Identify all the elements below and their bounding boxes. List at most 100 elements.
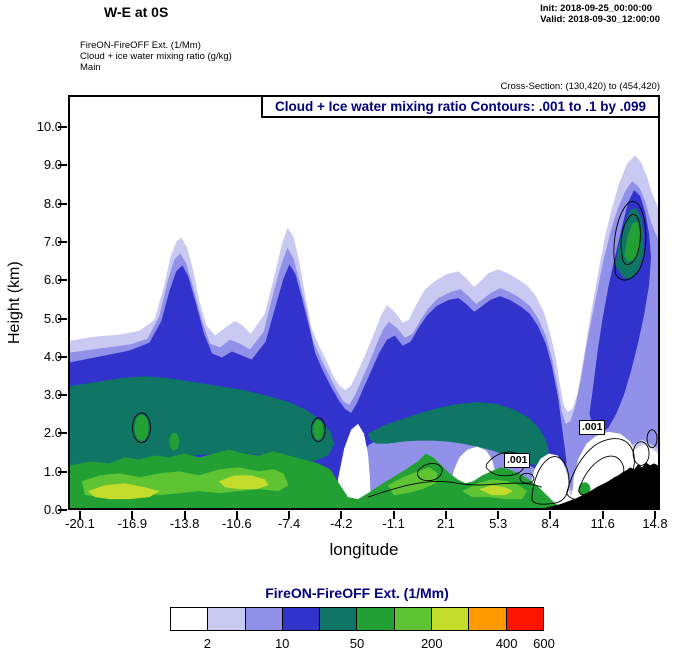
ext-ge-200-left-band: [70, 376, 335, 467]
y-tick-label: 8.0: [43, 195, 62, 211]
x-tick-label: -16.9: [117, 516, 148, 531]
colorbar-cell: [431, 607, 470, 631]
cloud-contour-line: [417, 463, 443, 482]
green-blob-1: [134, 414, 149, 441]
x-tick-mark: [653, 511, 656, 519]
colorbar-tick-label: 200: [420, 636, 443, 651]
y-tick-label: 6.0: [43, 272, 62, 288]
colorbar-cell: [468, 607, 507, 631]
y-tick-label: 10.0: [36, 119, 62, 134]
x-tick-mark: [340, 511, 343, 519]
figure-subtitles: FireON-FireOFF Ext. (1/Mm) Cloud + ice w…: [80, 40, 232, 73]
filled-contour-field: [70, 155, 658, 508]
y-tick-label: 7.0: [43, 233, 62, 249]
cloud-contour-line: [578, 455, 625, 496]
x-tick-label: 5.3: [489, 516, 508, 531]
cloud-contour-line: [367, 481, 542, 498]
y-tick-label: 3.0: [43, 387, 62, 403]
colorbar-cell: [170, 607, 209, 631]
x-tick-label: -4.2: [330, 516, 353, 531]
clear-wedge: [334, 423, 371, 508]
y-tick-mark: [58, 126, 67, 128]
cloud-contour-line: [519, 472, 535, 484]
y-tick-label: 4.0: [43, 348, 62, 364]
x-tick-mark: [444, 511, 447, 519]
colorbar-tick-label: 10: [274, 636, 290, 651]
init-timestamp: Init: 2018-09-25_00:00:00: [540, 3, 653, 14]
contour-value-label: .001: [504, 453, 531, 468]
x-tick-label: 14.8: [642, 516, 668, 531]
green-blob-3: [169, 432, 180, 451]
x-tick-mark: [497, 511, 500, 519]
surface-bright-green-2: [387, 467, 438, 496]
y-tick-label: 1.0: [43, 463, 62, 479]
contour-plot-area: Cloud + Ice water mixing ratio Contours:…: [68, 95, 660, 510]
colorbar-cell: [356, 607, 395, 631]
x-tick-mark: [601, 511, 604, 519]
colorbar-cell: [505, 607, 544, 631]
column-core-green: [624, 221, 641, 262]
x-tick-label: -10.6: [221, 516, 252, 531]
cloud-contour-line: [531, 456, 570, 505]
cloud-contour-line: [646, 429, 658, 449]
colorbar-cell: [319, 607, 358, 631]
colorbar-tick-label: 400: [495, 636, 518, 651]
cloud-contour-line: [620, 213, 641, 266]
surface-yellow-green-2: [218, 475, 269, 490]
subtitle-fill-variable: FireON-FireOFF Ext. (1/Mm): [80, 40, 201, 51]
y-tick-mark: [58, 240, 67, 243]
x-tick-mark: [392, 511, 395, 519]
y-tick-label: 9.0: [43, 157, 62, 173]
cloud-contour-line: [132, 412, 151, 444]
cloud-contour-line: [632, 441, 650, 466]
x-tick-mark: [235, 511, 238, 519]
cloud-contour-line: [485, 451, 525, 477]
y-tick-label: 2.0: [43, 425, 62, 441]
y-tick-mark: [58, 164, 67, 167]
cloud-contour-line: [310, 417, 326, 443]
surface-yellow-green-3: [479, 485, 513, 496]
run-times: Init: 2018-09-25_00:00:00 Valid: 2018-09…: [540, 3, 660, 25]
contour-value-label: .001: [579, 420, 606, 435]
x-tick-label: -1.1: [382, 516, 405, 531]
y-tick-label: 0.0: [43, 502, 62, 517]
y-tick-mark: [58, 394, 67, 397]
page-title: W-E at 0S: [104, 4, 169, 20]
colorbar-tick-label: 50: [349, 636, 365, 651]
surface-yellow-green-1: [87, 483, 160, 500]
x-tick-label: 11.6: [590, 516, 615, 531]
y-tick-mark: [58, 279, 67, 282]
x-tick-mark: [288, 511, 291, 519]
valid-timestamp: Valid: 2018-09-30_12:00:00: [540, 14, 660, 25]
terrain: [544, 462, 658, 508]
y-tick-label: 5.0: [43, 310, 62, 326]
colorbar-cell: [207, 607, 246, 631]
x-tick-label: 2.1: [436, 516, 455, 531]
colorbar-tick-label: 2: [203, 636, 211, 651]
subtitle-contour-variable: Cloud + ice water mixing ratio (g/kg): [80, 51, 232, 62]
y-tick-mark: [58, 317, 67, 320]
colorbar: [170, 607, 544, 631]
x-tick-label: 8.4: [541, 516, 560, 531]
x-tick-mark: [79, 511, 81, 519]
colorbar-tick-label: 600: [533, 636, 555, 651]
x-tick-mark: [131, 511, 134, 519]
y-tick-mark: [58, 470, 67, 473]
green-blob-2: [313, 419, 324, 440]
colorbar-cell: [393, 607, 433, 631]
contour-info-box: Cloud + Ice water mixing ratio Contours:…: [261, 95, 660, 118]
x-tick-label: -13.8: [169, 516, 200, 531]
x-axis-title: longitude: [329, 540, 399, 559]
subtitle-domain: Main: [80, 62, 101, 73]
y-tick-mark: [58, 355, 67, 358]
cloud-contour-line: [613, 201, 647, 281]
ext-ge-200-central: [367, 402, 549, 466]
x-tick-label: -20.1: [65, 516, 95, 531]
y-tick-mark: [58, 432, 67, 435]
x-tick-mark: [183, 511, 186, 519]
x-tick-mark: [549, 511, 552, 519]
y-tick-mark: [58, 509, 67, 511]
y-tick-mark: [58, 202, 67, 205]
colorbar-cell: [244, 607, 283, 631]
